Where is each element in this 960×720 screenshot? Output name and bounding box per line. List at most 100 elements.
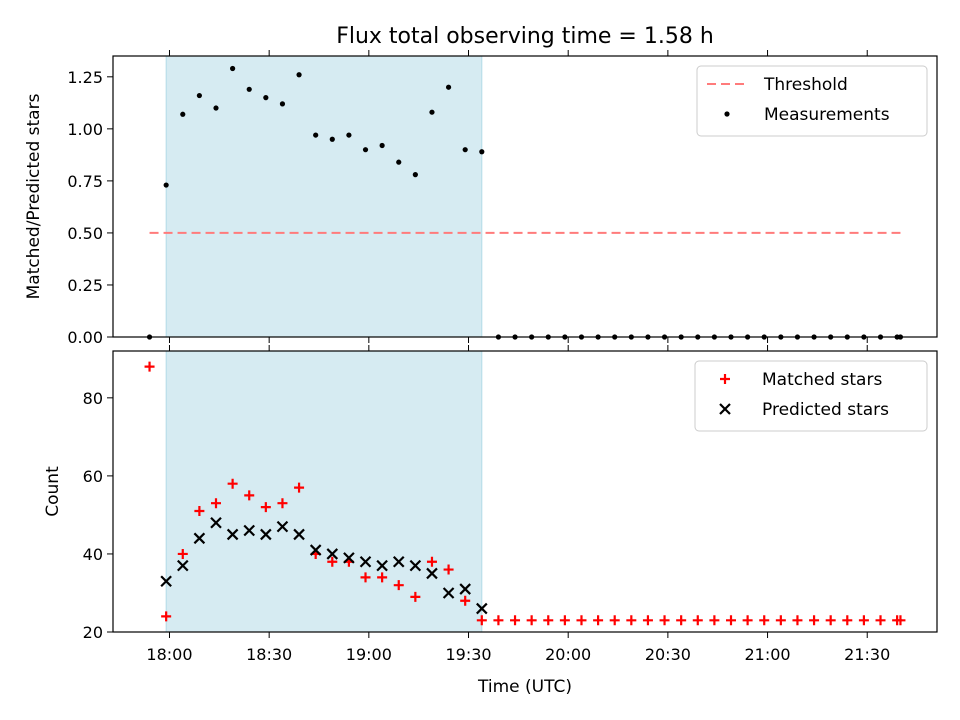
bottom-axes-frame (112, 350, 938, 633)
matched-stars-point (177, 548, 188, 559)
predicted-stars-point (359, 555, 372, 568)
matched-stars-point (858, 615, 869, 626)
matched-stars-point (377, 572, 388, 583)
x-tick-label: 21:30 (844, 645, 890, 664)
measurement-point (180, 111, 186, 117)
matched-stars-point (676, 615, 687, 626)
top-y-tick-label: 0.50 (67, 224, 103, 243)
matched-stars-point (875, 615, 886, 626)
bottom-y-tick-label: 80 (83, 389, 103, 408)
bottom-panel-counts: 20 40 60 80 18:00 18:30 19:00 19:30 20:00 20:30 21… (43, 345, 938, 664)
x-tick-label: 20:00 (545, 645, 591, 664)
predicted-stars-point (260, 528, 272, 541)
matched-stars-point (443, 564, 454, 575)
matched-stars-point (626, 615, 637, 626)
legend-label: Predicted stars (762, 400, 889, 420)
bottom-observing-window (165, 350, 483, 633)
measurement-point (246, 86, 252, 92)
predicted-stars-point (193, 532, 206, 545)
predicted-stars-point (343, 552, 355, 564)
predicted-stars-point (426, 567, 438, 580)
x-tick-label: 20:30 (645, 645, 691, 664)
top-legend: Threshold Measurements (696, 65, 928, 137)
matched-stars-point (543, 615, 554, 626)
bottom-legend-box (694, 360, 928, 432)
matched-stars-point (609, 615, 620, 626)
matched-stars-point (161, 611, 172, 622)
legend-matched-swatch (720, 374, 730, 384)
matched-stars-point (410, 591, 421, 602)
matched-stars-point (692, 615, 703, 626)
predicted-stars-point (243, 524, 256, 537)
measurement-point (396, 159, 402, 165)
measurement-point (279, 101, 286, 107)
matched-stars-point (559, 615, 570, 626)
matched-stars-point (792, 615, 803, 626)
matched-stars-point (360, 572, 371, 583)
x-tick-label: 21:00 (744, 645, 790, 664)
legend-label: Matched stars (762, 370, 882, 390)
legend-predicted-swatch (719, 403, 731, 415)
measurement-point (479, 149, 485, 155)
predicted-stars-point (326, 548, 339, 560)
x-tick-label: 18:00 (146, 645, 192, 664)
predicted-stars-point (160, 575, 172, 588)
matched-stars-point (593, 615, 604, 626)
top-y-tick-label: 1.00 (67, 120, 103, 139)
predicted-stars-point (210, 516, 222, 529)
matched-stars-point (277, 498, 288, 509)
measurement-point (412, 172, 418, 178)
measurement-point (213, 105, 219, 111)
matched-stars-point (709, 615, 720, 626)
x-axis-label: Time (UTC) (477, 677, 572, 697)
top-panel-ratio: 0.00 0.25 0.50 0.75 1.00 1.25 Matched/Predicte… (24, 50, 938, 347)
matched-stars-point (526, 615, 537, 626)
matched-stars-point (244, 490, 255, 501)
matched-stars-point (809, 615, 820, 626)
bottom-y-tick-label: 60 (83, 467, 103, 486)
bottom-y-tick-label: 40 (83, 545, 103, 564)
predicted-stars-point (476, 602, 488, 615)
bottom-y-axis-label: Count (43, 466, 63, 517)
predicted-stars-point (442, 587, 455, 599)
matched-stars-point (194, 506, 205, 517)
measurement-point (263, 95, 269, 101)
predicted-stars-point (293, 528, 305, 541)
predicted-stars-point (409, 559, 422, 572)
matched-stars-point (510, 615, 521, 626)
matched-stars-point (426, 556, 437, 567)
top-y-tick-label: 0.75 (67, 172, 103, 191)
matched-stars-point (493, 615, 504, 626)
measurement-point (346, 132, 352, 138)
matched-stars-point (825, 615, 836, 626)
matched-stars-point (576, 615, 587, 626)
bottom-legend: Matched stars Predicted stars (694, 360, 928, 432)
matched-stars-point (476, 615, 487, 626)
measurement-point (196, 92, 202, 99)
measurement-point (163, 182, 169, 188)
bottom-y-tick-label: 20 (83, 623, 103, 642)
matched-stars-point (742, 615, 753, 626)
measurement-point (445, 84, 452, 90)
legend-measurements-swatch (724, 111, 730, 117)
predicted-stars-point (392, 555, 405, 568)
predicted-stars-point (376, 559, 388, 572)
matched-stars-point (642, 615, 653, 626)
top-y-tick-label: 0.00 (67, 328, 103, 347)
matched-stars-point (659, 615, 670, 626)
x-tick-label: 18:30 (246, 645, 292, 664)
measurement-point (329, 136, 335, 142)
measurement-point (362, 147, 369, 153)
x-tick-label: 19:00 (346, 645, 392, 664)
matched-stars-point (393, 580, 404, 591)
top-legend-box (696, 65, 928, 137)
matched-stars-point (460, 595, 471, 606)
matched-stars-point (211, 498, 221, 509)
matched-stars-point (842, 615, 853, 626)
legend-label: Threshold (763, 75, 848, 95)
predicted-stars-point (459, 583, 471, 595)
matched-stars-point (759, 615, 770, 626)
matched-stars-point (294, 482, 305, 493)
predicted-stars-point (276, 520, 289, 533)
measurement-point (296, 72, 302, 78)
